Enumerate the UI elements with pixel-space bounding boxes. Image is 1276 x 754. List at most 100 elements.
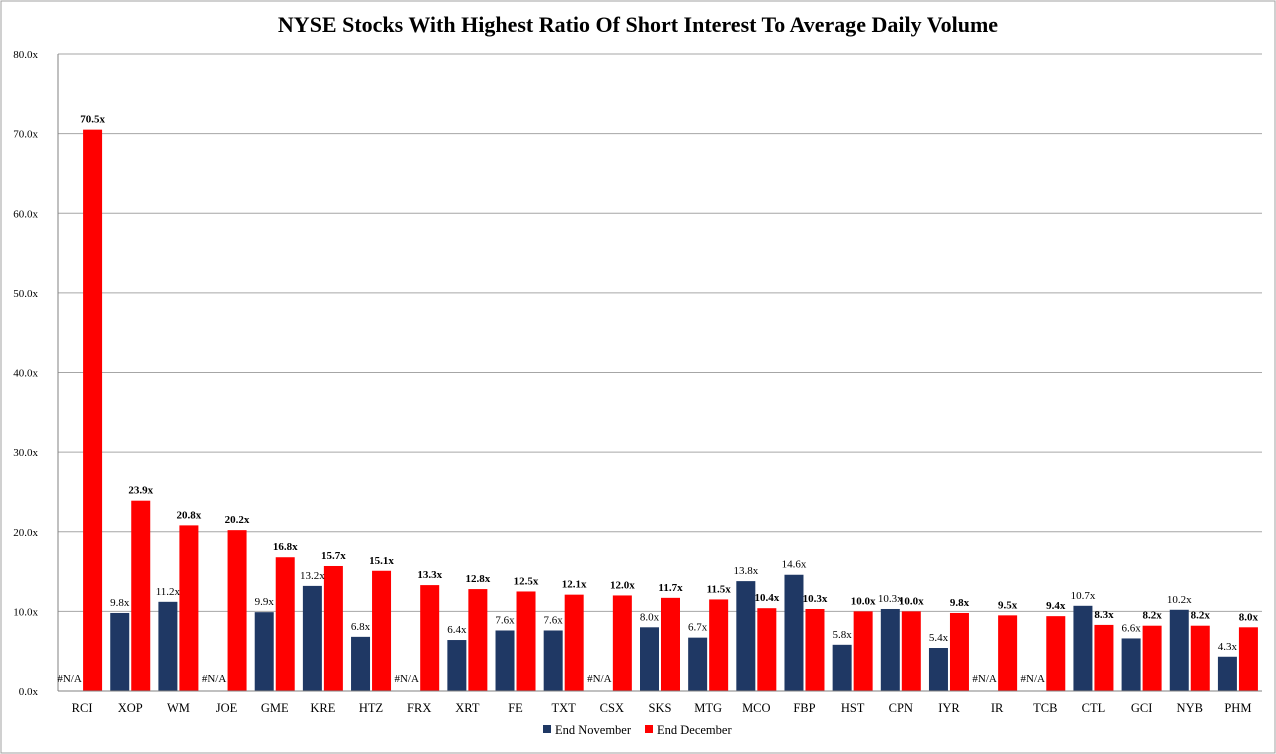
bar-end-december [516,591,536,691]
data-label: 9.5x [998,599,1018,611]
bar-end-november [1169,609,1189,691]
bar-end-november [1121,638,1141,691]
bar-end-december [564,594,584,691]
data-label: 6.6x [1121,622,1141,634]
data-label-na: #N/A [202,673,227,685]
data-label-na: #N/A [1021,673,1046,685]
y-axis-tick-labels: 0.0x 10.0x 20.0x 30.0x 40.0x 50.0x 60.0x 70.0x 8… [13,49,38,698]
x-tick-label: SKS [649,701,672,715]
bar-end-december [1142,625,1162,691]
data-label-na: #N/A [972,673,997,685]
x-tick-label: RCI [72,701,93,715]
bar-end-november [254,612,274,691]
data-label: 7.6x [544,614,564,626]
bar-end-november [928,648,948,691]
data-label: 10.2x [1167,594,1192,606]
data-label: 10.3x [803,593,828,605]
y-tick-label: 50.0x [13,288,38,300]
data-label: 15.1x [369,555,394,567]
bar-end-november [736,581,756,691]
bar-end-december [372,570,392,691]
bar-end-december [420,585,440,691]
data-label: 11.5x [707,583,732,595]
x-tick-label: FBP [793,701,815,715]
x-tick-label: GME [261,701,289,715]
data-label: 5.4x [929,632,949,644]
bar-end-december [179,525,199,691]
bar-end-december [612,595,632,691]
x-axis-tick-labels: RCI XOP WM JOE GME KRE HTZ FRX XRT FE TXT CSX SKS MTG… [72,701,1252,715]
data-label-na: #N/A [587,673,612,685]
bar-end-december [83,129,103,692]
bar-end-december [227,530,247,691]
bar-end-december [1046,616,1066,691]
legend-swatch-end-december [645,725,653,733]
data-label: 23.9x [128,485,153,497]
y-tick-label: 40.0x [13,368,38,380]
data-label: 20.2x [225,514,250,526]
data-label: 6.4x [447,624,467,636]
bar-end-november [688,637,708,691]
data-label: 12.5x [514,575,539,587]
y-tick-label: 70.0x [13,129,38,141]
data-label: 20.8x [177,509,202,521]
bar-end-december [131,500,151,691]
y-tick-label: 10.0x [13,606,38,618]
bar-end-december [1190,625,1210,691]
data-label: 6.7x [688,622,708,634]
x-tick-label: GCI [1131,701,1153,715]
data-label: 13.3x [417,569,442,581]
data-label: 8.0x [1239,611,1259,623]
x-tick-label: KRE [310,701,335,715]
data-label: 9.8x [950,597,970,609]
data-label: 9.8x [110,597,130,609]
legend-swatch-end-november [543,725,551,733]
x-tick-label: HTZ [359,701,383,715]
legend-label-end-november: End November [555,723,632,737]
x-tick-label: FE [508,701,523,715]
data-label: 4.3x [1218,641,1238,653]
x-tick-label: CPN [889,701,913,715]
data-label: 70.5x [80,114,105,126]
y-tick-label: 20.0x [13,527,38,539]
data-label-na: #N/A [57,673,82,685]
bar-end-november [640,627,659,691]
bar-end-december [757,608,777,691]
x-tick-label: XOP [118,701,143,715]
bar-end-december [1238,627,1258,691]
bar-end-november [1217,656,1237,691]
x-tick-label: JOE [216,701,238,715]
bar-end-november [447,640,467,691]
x-tick-label: MCO [742,701,770,715]
bar-end-december [853,611,873,691]
x-tick-label: TCB [1033,701,1057,715]
bar-end-november [302,585,322,691]
bar-end-december [661,597,680,691]
data-label: 8.2x [1142,610,1162,622]
data-label: 14.6x [782,559,807,571]
bar-data-labels: #N/A 70.5x 9.8x 23.9x 11.2x 20.8x #N/A 20.2x 9.9… [57,114,1258,685]
x-tick-label: IYR [938,701,960,715]
bar-end-december [323,565,343,691]
bars [83,129,1258,692]
bar-end-november [110,612,130,691]
data-label: 15.7x [321,550,346,562]
bar-end-december [805,608,825,691]
x-tick-label: FRX [407,701,431,715]
data-label: 10.3x [878,593,903,605]
x-tick-label: MTG [694,701,722,715]
data-label: 9.9x [255,596,275,608]
data-label: 5.8x [833,629,853,641]
bar-end-december [998,615,1018,691]
bar-end-december [709,599,729,691]
y-tick-label: 80.0x [13,49,38,61]
data-label: 16.8x [273,541,298,553]
y-tick-label: 60.0x [13,208,38,220]
x-tick-label: CSX [600,701,624,715]
data-label: 9.4x [1046,600,1066,612]
data-label: 12.8x [465,573,490,585]
data-label: 8.0x [640,611,660,623]
data-label: 10.4x [754,592,779,604]
bar-end-november [880,608,900,691]
data-label: 6.8x [351,621,371,633]
